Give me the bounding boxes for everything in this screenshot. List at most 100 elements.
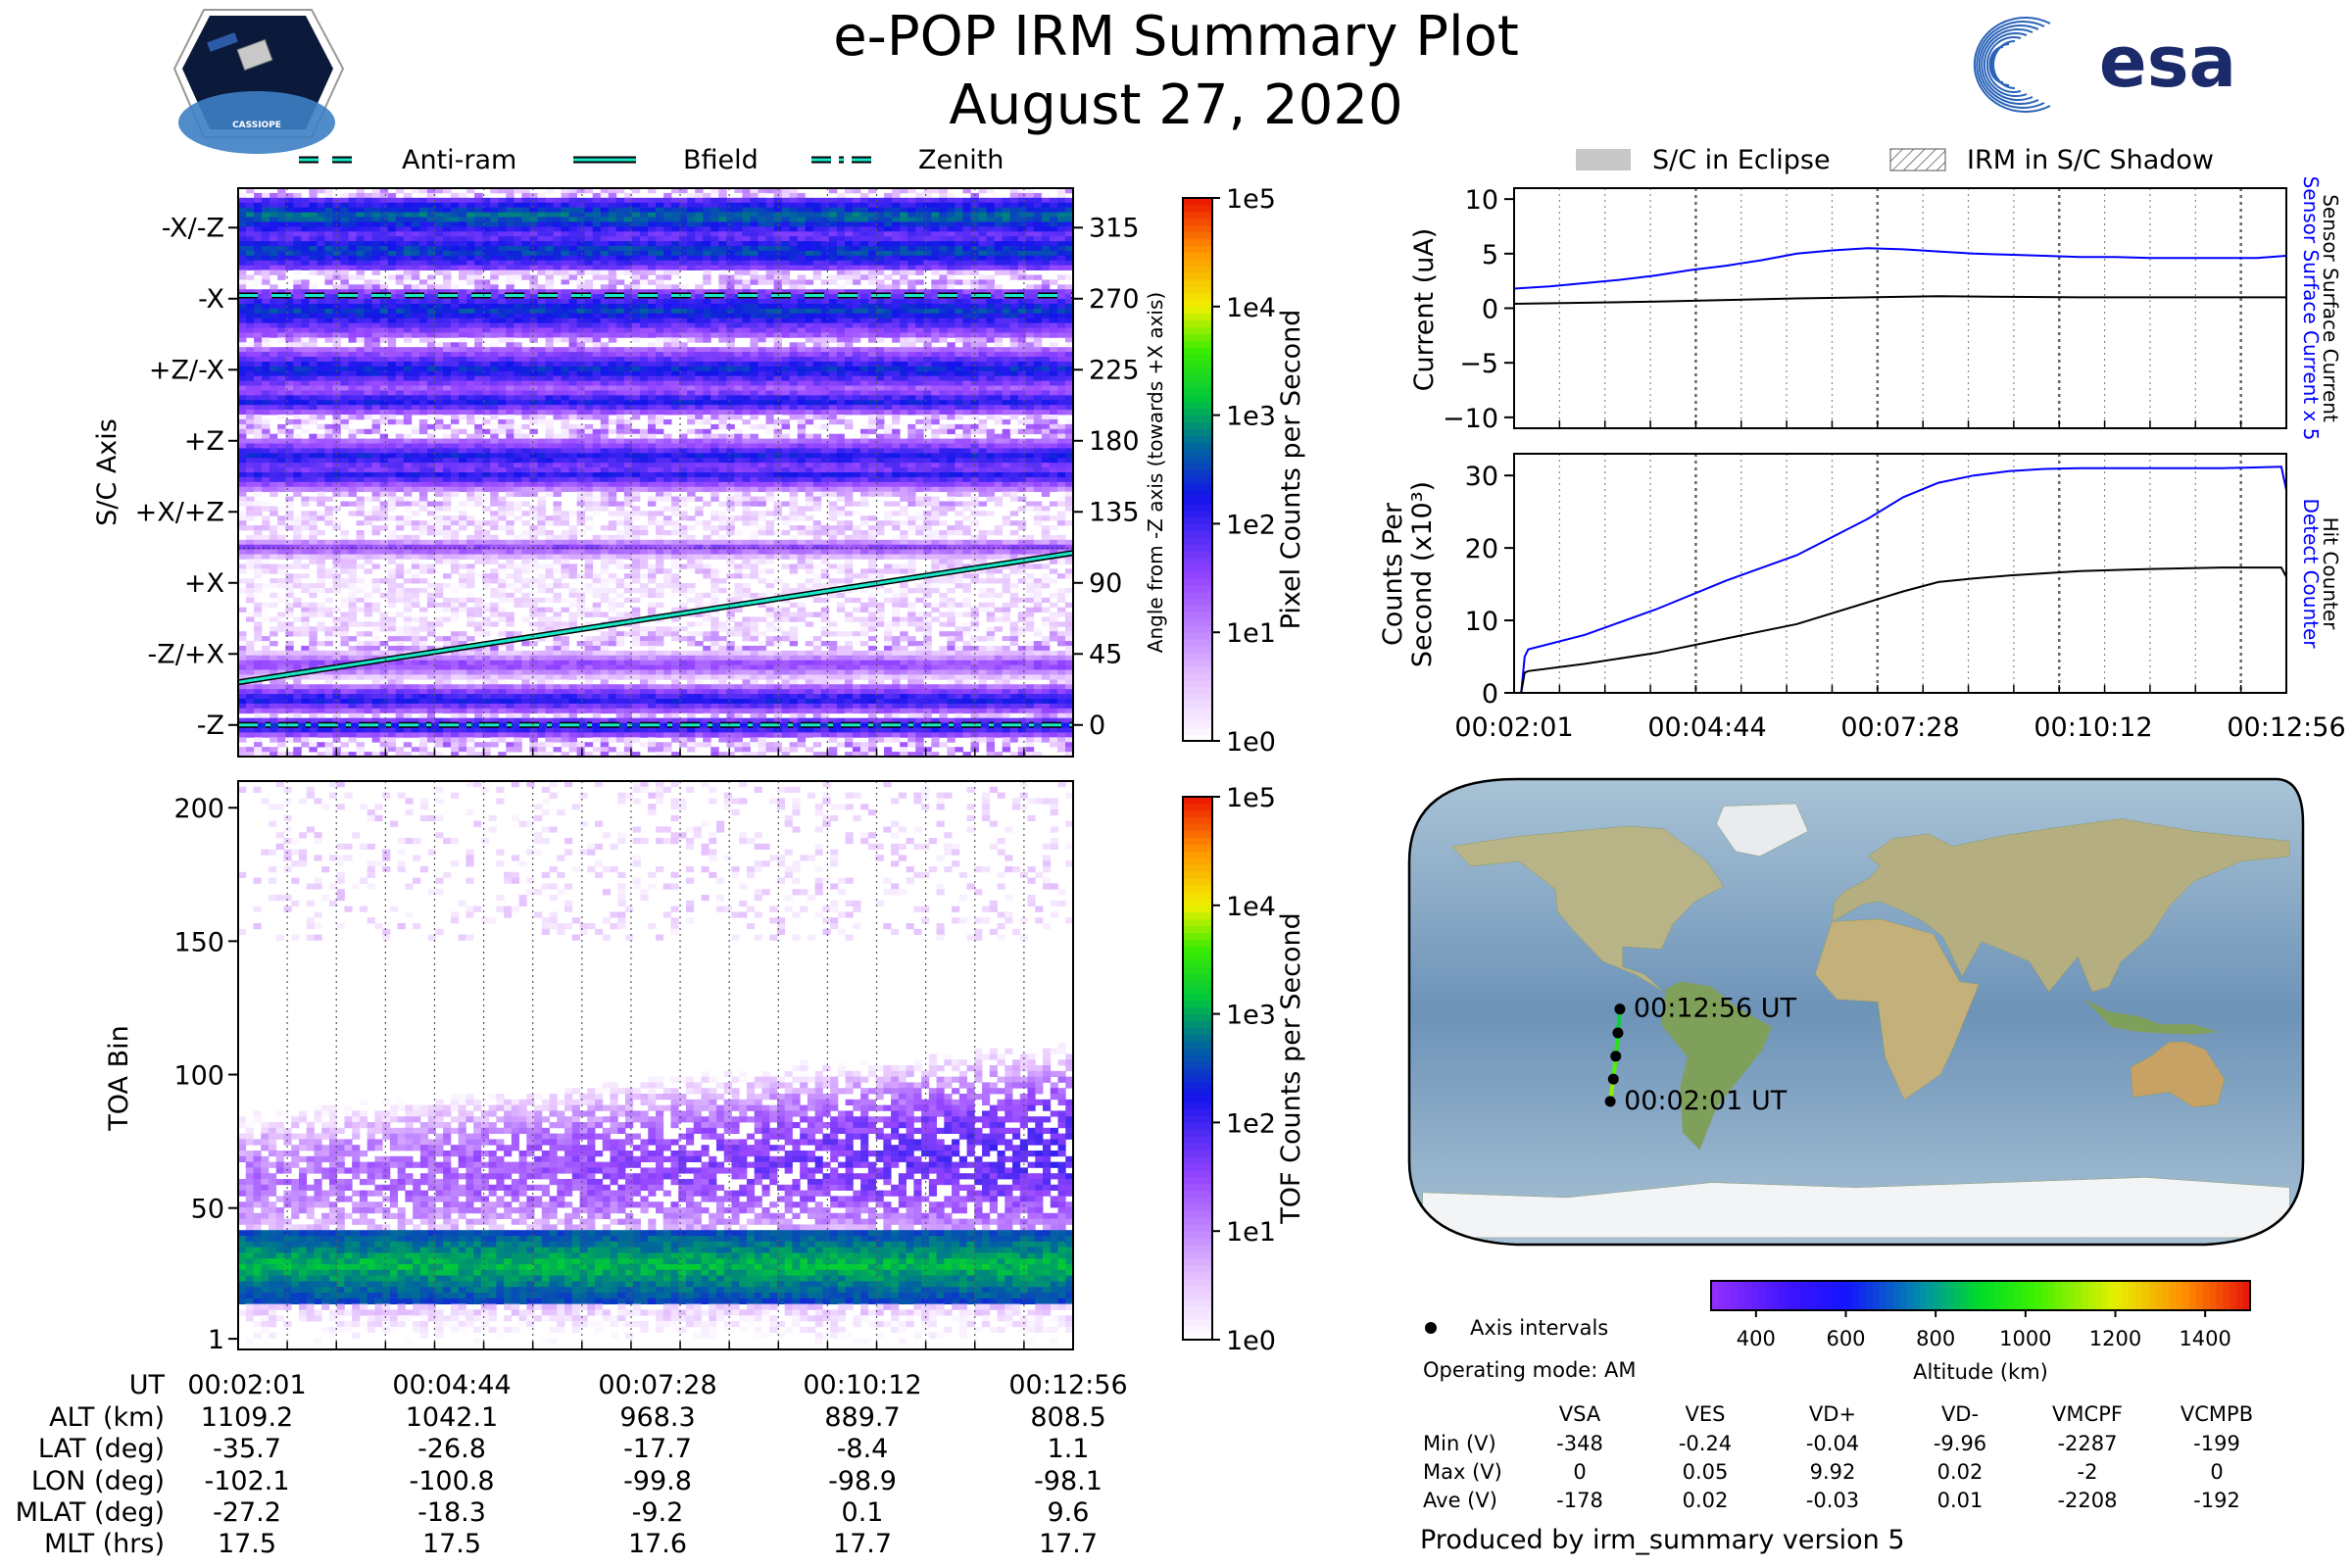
heatmap-cell <box>647 231 657 237</box>
heatmap-cell <box>348 410 357 416</box>
heatmap-cell <box>309 313 318 319</box>
heatmap-cell <box>718 390 727 396</box>
heatmap-cell <box>734 274 743 280</box>
heatmap-cell <box>254 192 263 199</box>
heatmap-cell <box>703 250 711 257</box>
heatmap-cell <box>466 380 475 386</box>
heatmap-cell <box>907 289 916 295</box>
heatmap-cell <box>1002 400 1011 406</box>
heatmap-cell <box>600 255 610 262</box>
heatmap-cell <box>623 380 633 386</box>
heatmap-cell <box>750 370 759 377</box>
heatmap-cell <box>859 313 869 319</box>
heatmap-cell <box>379 313 389 319</box>
heatmap-cell <box>710 245 719 252</box>
heatmap-cell <box>426 395 436 401</box>
heatmap-cell <box>301 390 310 396</box>
heatmap-cell <box>781 366 791 372</box>
heatmap-cell <box>623 375 633 382</box>
heatmap-cell <box>371 236 381 242</box>
heatmap-cell <box>789 236 799 242</box>
heatmap-cell <box>474 236 483 242</box>
heatmap-cell <box>726 332 735 338</box>
heatmap-cell <box>939 395 948 401</box>
heatmap-cell <box>301 289 310 295</box>
heatmap-cell <box>750 357 759 363</box>
heatmap-cell <box>986 370 996 377</box>
heatmap-cell <box>1009 192 1019 199</box>
heatmap-cell <box>608 428 617 435</box>
heatmap-cell <box>371 357 381 363</box>
heatmap-cell <box>631 245 641 252</box>
heatmap-cell <box>371 385 381 391</box>
heatmap-cell <box>592 241 602 247</box>
heatmap-cell <box>907 410 916 416</box>
heatmap-cell <box>836 342 846 348</box>
heatmap-cell <box>663 332 672 338</box>
heatmap-cell <box>955 347 963 353</box>
heatmap-cell <box>514 188 522 194</box>
heatmap-cell <box>387 342 397 348</box>
heatmap-cell <box>561 375 569 382</box>
heatmap-cell <box>592 415 602 420</box>
heatmap-cell <box>812 337 822 343</box>
heatmap-cell <box>568 221 578 227</box>
heatmap-cell <box>892 380 901 386</box>
heatmap-cell <box>742 284 751 290</box>
heatmap-cell <box>1041 357 1051 363</box>
heatmap-cell <box>750 236 759 242</box>
heatmap-cell <box>750 395 759 401</box>
heatmap-cell <box>623 260 633 267</box>
heatmap-cell <box>348 352 357 358</box>
heatmap-cell <box>254 250 263 257</box>
heatmap-cell <box>348 226 357 232</box>
heatmap-cell <box>442 202 452 209</box>
heatmap-cell <box>647 270 657 275</box>
heatmap-cell <box>521 318 530 324</box>
heatmap-cell <box>734 231 743 237</box>
heatmap-cell <box>750 347 759 353</box>
heatmap-cell <box>773 366 783 372</box>
heatmap-cell <box>348 265 357 270</box>
heatmap-cell <box>742 250 751 257</box>
heatmap-cell <box>797 395 807 401</box>
heatmap-cell <box>262 423 270 430</box>
heatmap-cell <box>915 395 924 401</box>
heatmap-cell <box>426 410 436 416</box>
heatmap-cell <box>820 318 830 324</box>
heatmap-cell <box>876 289 885 295</box>
heatmap-cell <box>828 250 838 257</box>
heatmap-cell <box>506 410 514 416</box>
heatmap-cell <box>679 245 688 252</box>
heatmap-cell <box>631 289 641 295</box>
heatmap-cell <box>426 337 436 343</box>
heatmap-cell <box>301 260 310 267</box>
heatmap-cell <box>348 337 357 343</box>
heatmap-cell <box>695 375 704 382</box>
heatmap-cell <box>679 212 688 218</box>
heatmap-cell <box>592 361 602 368</box>
heatmap-cell <box>852 289 861 295</box>
heatmap-cell <box>418 279 428 285</box>
heatmap-cell <box>514 395 522 401</box>
heatmap-cell <box>828 299 838 305</box>
heatmap-cell <box>859 255 869 262</box>
heatmap-cell <box>498 327 507 333</box>
heatmap-cell <box>600 212 610 218</box>
heatmap-cell <box>529 245 538 252</box>
heatmap-cell <box>939 303 948 310</box>
heatmap-cell <box>797 231 807 237</box>
heatmap-cell <box>1056 192 1066 199</box>
heatmap-cell <box>490 294 499 300</box>
heatmap-cell <box>348 318 357 324</box>
heatmap-cell <box>900 260 908 267</box>
heatmap-cell <box>529 207 538 213</box>
heatmap-cell <box>789 415 799 420</box>
heatmap-cell <box>820 308 830 315</box>
heatmap-cell <box>277 357 286 363</box>
heatmap-cell <box>915 236 924 242</box>
heatmap-cell <box>931 361 940 368</box>
heatmap-cell <box>537 415 546 420</box>
heatmap-cell <box>1056 299 1066 305</box>
heatmap-cell <box>418 241 428 247</box>
